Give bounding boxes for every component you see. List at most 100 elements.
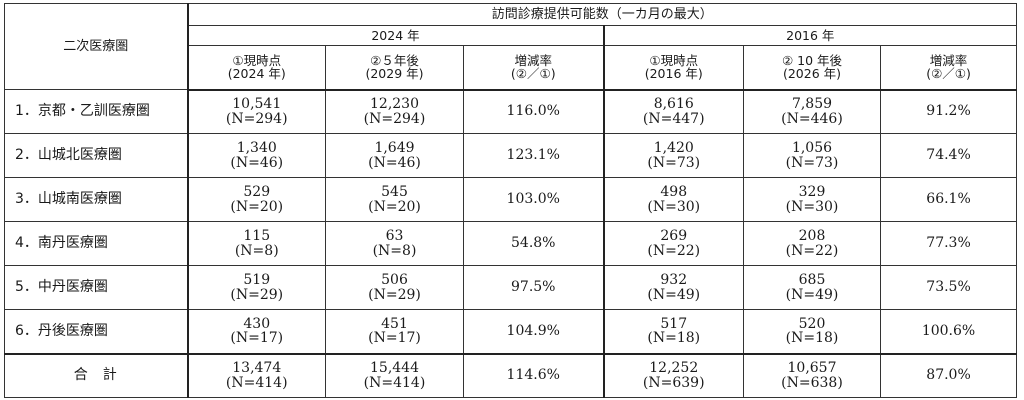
sample-size: (N=294) <box>225 110 288 127</box>
header-title: 訪問診療提供可能数（一カ月の最大） <box>186 3 1018 26</box>
cell-2016-now: 269 (N=22) <box>603 221 744 266</box>
value: 329 <box>798 183 826 200</box>
cell-2016-rate: 77.3% <box>879 221 1018 266</box>
sample-size: (N=46) <box>368 154 421 171</box>
cell-2024-rate: 54.8% <box>463 221 605 266</box>
cell-2024-future: 1,649 (N=46) <box>325 133 464 178</box>
sample-size: (N=22) <box>785 242 839 259</box>
area-name: 1．京都・乙訓医療圏 <box>4 89 189 134</box>
header-2024-now-l2: (2024 年) <box>227 66 286 82</box>
sample-size: (N=414) <box>363 374 426 391</box>
sample-size: (N=17) <box>368 330 421 347</box>
table-row: 5．中丹医療圏 519 (N=29) 506 (N=29) 97.5% 932 (N=… <box>4 265 1018 310</box>
sample-size: (N=639) <box>642 374 705 391</box>
value: 10,657 <box>787 360 837 377</box>
sample-size: (N=73) <box>647 154 701 171</box>
sample-size: (N=49) <box>785 286 839 303</box>
area-name: 6．丹後医療圏 <box>4 309 189 355</box>
header-2016-rate-l2: (②／①) <box>926 66 971 82</box>
value: 1,340 <box>236 139 277 156</box>
cell-2024-now: 115 (N=8) <box>187 221 326 266</box>
cell-2024-rate: 97.5% <box>463 265 605 310</box>
total-row: 合計 13,474 (N=414) 15,444 (N=414) 114.6% 12… <box>4 353 1018 398</box>
sample-size: (N=22) <box>647 242 701 259</box>
header-2016-now: ①現時点 (2016 年) <box>603 45 744 91</box>
cell-2016-rate: 73.5% <box>879 265 1018 310</box>
header-2024-now: ①現時点 (2024 年) <box>187 45 326 91</box>
value: 519 <box>243 271 271 288</box>
sample-size: (N=17) <box>230 330 284 347</box>
table-row: 4．南丹医療圏 115 (N=8) 63 (N=8) 54.8% 269 (N=22)… <box>4 221 1018 266</box>
value: 932 <box>660 271 688 288</box>
cell-2024-future: 506 (N=29) <box>325 265 464 310</box>
cell-2016-future: 685 (N=49) <box>743 265 881 310</box>
cell-2016-rate: 74.4% <box>879 133 1018 178</box>
value: 10,541 <box>232 96 282 113</box>
sample-size: (N=638) <box>781 374 843 391</box>
sample-size: (N=30) <box>647 198 701 215</box>
sample-size: (N=73) <box>785 154 839 171</box>
cell-2016-now: 932 (N=49) <box>603 265 744 310</box>
cell-2016-now: 1,420 (N=73) <box>603 133 744 178</box>
home-visit-capacity-table: 二次医療圏 訪問診療提供可能数（一カ月の最大） 2024 年 2016 年 ①現… <box>4 3 1018 398</box>
value: 1,056 <box>791 139 833 156</box>
value: 545 <box>381 183 408 200</box>
sample-size: (N=18) <box>647 330 701 347</box>
value: 529 <box>243 183 271 200</box>
header-2024-now-l1: ①現時点 <box>232 53 282 69</box>
cell-2024-now: 529 (N=20) <box>187 177 326 222</box>
total-2024-rate: 114.6% <box>463 353 605 398</box>
sample-size: (N=8) <box>234 242 279 259</box>
header-area: 二次医療圏 <box>4 3 189 90</box>
area-name: 2．山城北医療圏 <box>4 133 189 178</box>
sample-size: (N=49) <box>647 286 701 303</box>
header-2016-now-l2: (2016 年) <box>644 66 703 82</box>
cell-2024-now: 10,541 (N=294) <box>187 89 326 134</box>
total-label-a: 合 <box>73 367 89 384</box>
table-row: 6．丹後医療圏 430 (N=17) 451 (N=17) 104.9% 517 (N… <box>4 309 1018 355</box>
value: 498 <box>660 183 688 200</box>
header-2016-rate-l1: 増減率 <box>929 53 968 69</box>
value: 506 <box>381 271 408 288</box>
value: 430 <box>243 315 271 332</box>
sample-size: (N=29) <box>368 286 421 303</box>
value: 115 <box>243 227 271 244</box>
sample-size: (N=20) <box>368 198 421 215</box>
sample-size: (N=294) <box>363 110 426 127</box>
area-name: 5．中丹医療圏 <box>4 265 189 310</box>
header-2016-future: ② 10 年後 (2026 年) <box>743 45 881 91</box>
header-2024-rate: 増減率 (②／①) <box>463 45 605 91</box>
area-name: 4．南丹医療圏 <box>4 221 189 266</box>
value: 8,616 <box>653 96 694 113</box>
cell-2024-rate: 123.1% <box>463 133 605 178</box>
value: 451 <box>381 315 408 332</box>
sample-size: (N=29) <box>230 286 284 303</box>
value: 520 <box>798 315 826 332</box>
cell-2024-now: 519 (N=29) <box>187 265 326 310</box>
cell-2016-now: 8,616 (N=447) <box>603 89 744 134</box>
header-2024-future-l1: ②５年後 <box>370 53 419 69</box>
header-2024-rate-l1: 増減率 <box>514 53 552 69</box>
value: 269 <box>660 227 688 244</box>
area-name: 3．山城南医療圏 <box>4 177 189 222</box>
sample-size: (N=446) <box>781 110 843 127</box>
table-row: 2．山城北医療圏 1,340 (N=46) 1,649 (N=46) 123.1% … <box>4 133 1018 178</box>
value: 517 <box>660 315 688 332</box>
table-row: 1．京都・乙訓医療圏 10,541 (N=294) 12,230 (N=294) 1… <box>4 89 1018 134</box>
header-2016-future-l2: (2026 年) <box>782 66 842 82</box>
cell-2016-future: 7,859 (N=446) <box>743 89 881 134</box>
cell-2024-rate: 104.9% <box>463 309 605 355</box>
header-2024-future: ②５年後 (2029 年) <box>325 45 464 91</box>
header-2016-rate: 増減率 (②／①) <box>879 45 1018 91</box>
cell-2024-now: 1,340 (N=46) <box>187 133 326 178</box>
cell-2024-future: 545 (N=20) <box>325 177 464 222</box>
value: 208 <box>798 227 826 244</box>
cell-2024-rate: 103.0% <box>463 177 605 222</box>
header-2016-future-l1: ② 10 年後 <box>781 53 843 69</box>
cell-2016-rate: 91.2% <box>879 89 1018 134</box>
sample-size: (N=414) <box>225 374 288 391</box>
total-2024-now: 13,474 (N=414) <box>187 353 326 398</box>
cell-2016-rate: 100.6% <box>879 309 1018 355</box>
total-2016-future: 10,657 (N=638) <box>743 353 881 398</box>
